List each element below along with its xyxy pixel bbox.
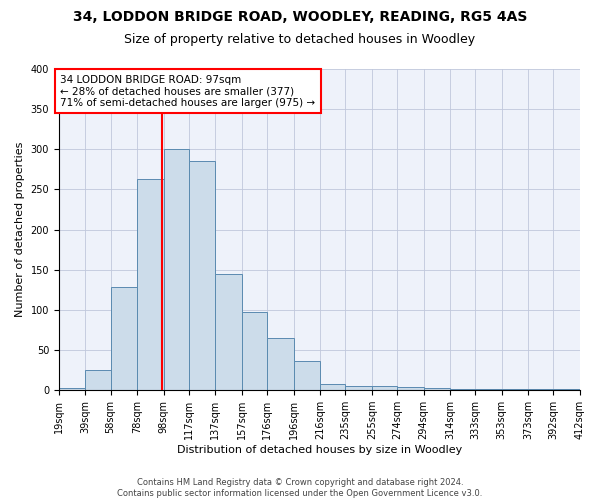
Text: Contains HM Land Registry data © Crown copyright and database right 2024.
Contai: Contains HM Land Registry data © Crown c… (118, 478, 482, 498)
Bar (397, 387, 424, 390)
Text: 34 LODDON BRIDGE ROAD: 97sqm
← 28% of detached houses are smaller (377)
71% of s: 34 LODDON BRIDGE ROAD: 97sqm ← 28% of de… (60, 74, 316, 108)
Bar (164, 150, 189, 390)
Bar (346, 386, 372, 390)
X-axis label: Distribution of detached houses by size in Woodley: Distribution of detached houses by size … (177, 445, 462, 455)
Bar (450, 388, 475, 390)
Bar (110, 288, 137, 390)
Bar (475, 388, 502, 390)
Bar (372, 386, 397, 390)
Bar (293, 360, 320, 390)
Bar (424, 388, 450, 390)
Text: 34, LODDON BRIDGE ROAD, WOODLEY, READING, RG5 4AS: 34, LODDON BRIDGE ROAD, WOODLEY, READING… (73, 10, 527, 24)
Bar (320, 384, 346, 390)
Bar (215, 274, 242, 390)
Bar (528, 388, 553, 390)
Bar (267, 338, 293, 390)
Bar (137, 179, 164, 390)
Text: Size of property relative to detached houses in Woodley: Size of property relative to detached ho… (124, 32, 476, 46)
Bar (85, 370, 110, 390)
Bar (189, 162, 215, 390)
Bar (59, 388, 85, 390)
Bar (502, 388, 528, 390)
Bar (242, 312, 267, 390)
Y-axis label: Number of detached properties: Number of detached properties (15, 142, 25, 318)
Bar (553, 388, 580, 390)
